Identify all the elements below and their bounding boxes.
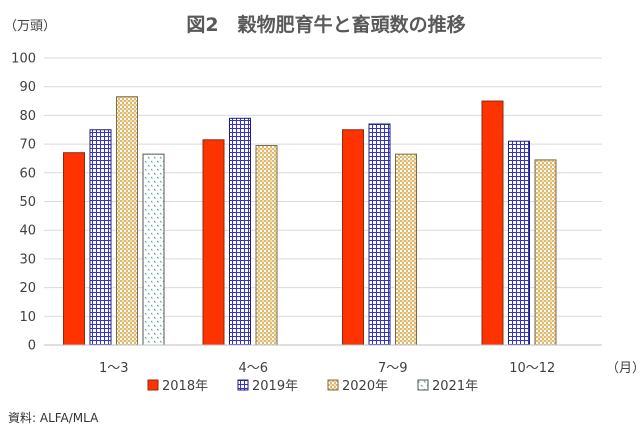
bar — [534, 159, 557, 346]
bar — [481, 100, 504, 346]
legend-swatch — [327, 379, 339, 391]
legend-swatch — [417, 379, 429, 391]
y-tick-label: 30 — [19, 252, 36, 267]
y-axis-ticks: 0 10 20 30 40 50 60 70 80 90 100 — [11, 52, 36, 354]
bar — [63, 152, 85, 346]
x-axis-unit: （月） — [606, 361, 640, 376]
y-axis-unit: （万頭） — [4, 19, 56, 34]
chart-title: 図2 穀物肥育牛と畜頭数の推移 — [186, 13, 465, 36]
legend-swatch — [237, 379, 249, 391]
y-tick-label: 100 — [11, 52, 36, 67]
y-tick-label: 80 — [19, 109, 36, 124]
legend-swatch — [147, 379, 159, 391]
x-tick-label: 1～3 — [99, 361, 129, 376]
y-tick-label: 90 — [19, 80, 36, 95]
x-axis-ticks: 1～3 4～6 7～9 10～12 — [99, 361, 555, 376]
y-tick-label: 50 — [19, 195, 36, 210]
bar — [89, 129, 112, 346]
y-tick-label: 20 — [19, 281, 36, 296]
bar — [116, 96, 138, 346]
bar — [342, 129, 364, 346]
bar — [395, 153, 417, 346]
legend-label: 2019年 — [252, 379, 298, 394]
legend: 2018年 2019年 2020年 2021年 — [147, 379, 478, 394]
x-tick-label: 10～12 — [509, 361, 555, 376]
legend-label: 2021年 — [432, 379, 478, 394]
bar — [368, 123, 391, 346]
y-tick-label: 10 — [19, 310, 36, 325]
legend-label: 2020年 — [342, 379, 388, 394]
bar — [229, 117, 251, 346]
bar — [142, 153, 165, 346]
bar — [255, 145, 278, 346]
y-tick-label: 0 — [28, 339, 36, 354]
x-tick-label: 7～9 — [378, 361, 408, 376]
legend-label: 2018年 — [162, 379, 208, 394]
bars — [63, 96, 557, 346]
y-tick-label: 40 — [19, 224, 36, 239]
y-tick-label: 70 — [19, 138, 36, 153]
bar — [202, 139, 225, 346]
y-tick-label: 60 — [19, 166, 36, 181]
x-tick-label: 4～6 — [238, 361, 268, 376]
source-note: 資料: ALFA/MLA — [8, 411, 99, 425]
bar — [508, 140, 530, 346]
